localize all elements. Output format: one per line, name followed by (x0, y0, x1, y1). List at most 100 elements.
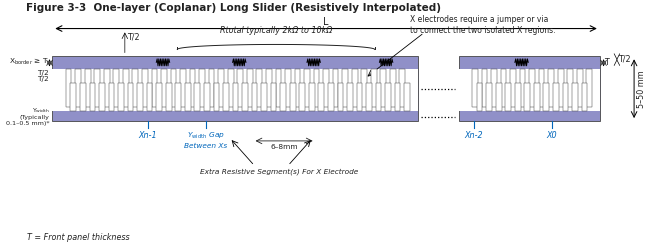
Bar (395, 83, 400, 111)
Bar (520, 69, 525, 107)
Bar (399, 69, 405, 107)
Bar (228, 69, 234, 107)
Bar (233, 83, 238, 111)
Bar (324, 69, 329, 107)
Bar (180, 69, 186, 107)
Bar (285, 69, 291, 107)
Bar (501, 69, 507, 107)
Text: X0: X0 (547, 131, 557, 140)
Bar (342, 69, 348, 107)
Bar (567, 69, 573, 107)
Text: Y$_{\rm width}$
(Typically
0.1–0.5 mm)*: Y$_{\rm width}$ (Typically 0.1–0.5 mm)* (6, 106, 50, 126)
Bar (270, 83, 276, 111)
Bar (510, 69, 516, 107)
Bar (543, 83, 549, 111)
Bar (586, 69, 592, 107)
Bar (161, 69, 167, 107)
Bar (218, 69, 224, 107)
Bar (356, 83, 362, 111)
Bar (290, 83, 296, 111)
Bar (247, 69, 252, 107)
Bar (89, 83, 95, 111)
Bar (477, 83, 483, 111)
Text: 5–50 mm: 5–50 mm (637, 70, 646, 108)
Bar (209, 69, 215, 107)
Bar (133, 69, 138, 107)
Text: L: L (324, 16, 329, 27)
Bar (127, 83, 133, 111)
Bar (113, 69, 119, 107)
Text: X electrodes require a jumper or via
to connect the two isolated X regions.: X electrodes require a jumper or via to … (410, 15, 556, 35)
Bar (582, 83, 587, 111)
Bar (318, 83, 324, 111)
Bar (118, 83, 124, 111)
Bar (280, 83, 286, 111)
Bar (52, 56, 417, 121)
Bar (171, 69, 177, 107)
Bar (376, 83, 381, 111)
Bar (459, 69, 600, 111)
Text: T/2: T/2 (37, 70, 49, 76)
Text: Extra Resistive Segment(s) For X Electrode: Extra Resistive Segment(s) For X Electro… (200, 169, 358, 175)
Bar (266, 69, 272, 107)
Bar (525, 83, 530, 111)
Text: Figure 3-3  One-layer (Coplanar) Long Slider (Resistively Interpolated): Figure 3-3 One-layer (Coplanar) Long Sli… (26, 3, 441, 13)
Bar (361, 69, 367, 107)
Bar (85, 69, 91, 107)
Bar (553, 83, 559, 111)
Bar (123, 69, 129, 107)
Bar (242, 83, 248, 111)
Bar (366, 83, 372, 111)
Bar (137, 83, 143, 111)
Bar (380, 69, 386, 107)
Bar (487, 83, 492, 111)
Bar (261, 83, 267, 111)
Text: T = Front panel thickness: T = Front panel thickness (27, 233, 129, 242)
Bar (534, 83, 540, 111)
Text: T/2: T/2 (618, 55, 630, 64)
Bar (404, 83, 410, 111)
Bar (529, 69, 535, 107)
Bar (151, 69, 157, 107)
Bar (472, 69, 477, 107)
Bar (237, 69, 243, 107)
Bar (481, 69, 487, 107)
Bar (195, 83, 200, 111)
Text: T: T (604, 58, 609, 67)
Bar (300, 83, 305, 111)
Bar (256, 69, 262, 107)
Bar (548, 69, 554, 107)
Bar (204, 83, 210, 111)
Bar (66, 69, 71, 107)
Bar (328, 83, 334, 111)
Bar (459, 56, 600, 121)
Bar (515, 83, 521, 111)
Bar (190, 69, 195, 107)
Bar (109, 83, 115, 111)
Text: 6–8mm: 6–8mm (270, 144, 298, 150)
Bar (214, 83, 219, 111)
Bar (71, 83, 76, 111)
Bar (333, 69, 338, 107)
Bar (147, 83, 153, 111)
Bar (304, 69, 310, 107)
Bar (157, 83, 162, 111)
Bar (104, 69, 109, 107)
Bar (252, 83, 258, 111)
Text: Xn-2: Xn-2 (465, 131, 483, 140)
Bar (99, 83, 105, 111)
Bar (94, 69, 100, 107)
Bar (505, 83, 511, 111)
Bar (558, 69, 564, 107)
Bar (577, 69, 582, 107)
Bar (276, 69, 281, 107)
Bar (75, 69, 81, 107)
Bar (166, 83, 171, 111)
Bar (390, 69, 396, 107)
Bar (562, 83, 568, 111)
Bar (539, 69, 544, 107)
Bar (347, 83, 353, 111)
Bar (309, 83, 314, 111)
Bar (371, 69, 377, 107)
Text: X$_{\rm border}$ ≥ T: X$_{\rm border}$ ≥ T (9, 57, 49, 67)
